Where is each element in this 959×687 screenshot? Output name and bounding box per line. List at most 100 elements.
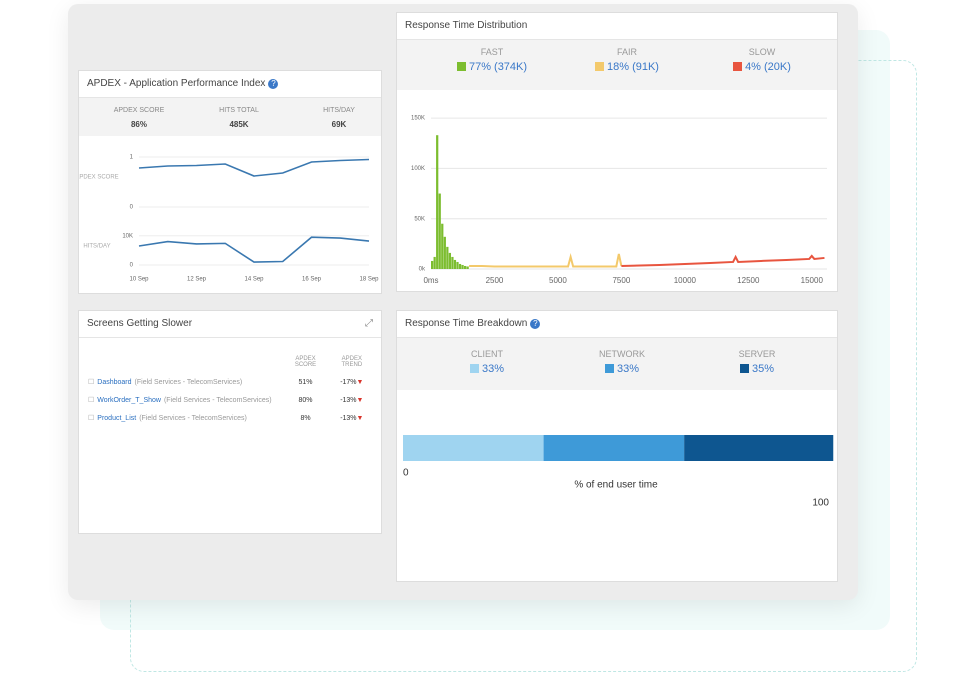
y-tick-label: 0 — [130, 263, 134, 269]
panel-title: APDEX - Application Performance Index — [87, 78, 266, 89]
legend-swatch — [595, 62, 604, 71]
apdex-panel: APDEX - Application Performance Index? A… — [78, 70, 382, 294]
stat-label: HITS TOTAL — [219, 107, 259, 114]
trend-value: -13% — [340, 414, 357, 422]
y-tick-label: 50K — [414, 216, 425, 222]
legend-share: 33% — [481, 363, 505, 375]
panel-header: Response Time Breakdown? — [397, 311, 837, 338]
distribution-line — [621, 254, 825, 267]
y-tick-label: 150K — [411, 116, 425, 122]
column-label: APDEX TREND — [341, 356, 363, 368]
legend-name: FAST — [480, 47, 504, 57]
stat-value: 86% — [130, 120, 147, 129]
score-cell: 51% — [298, 378, 313, 386]
y-tick-label: 100K — [411, 166, 425, 172]
x-tick-label: 12500 — [737, 276, 760, 285]
checkbox[interactable]: ☐ — [88, 415, 95, 422]
help-icon[interactable]: ? — [530, 319, 541, 329]
expand-icon[interactable]: ⤢ — [365, 318, 373, 329]
help-icon[interactable]: ? — [268, 79, 279, 89]
x-axis-label: % of end user time — [574, 480, 658, 491]
column-label: APDEX SCORE — [294, 356, 317, 368]
panel-title: Screens Getting Slower — [87, 318, 193, 329]
histogram-bar — [438, 193, 441, 269]
legend-share: 77% (374K) — [468, 61, 528, 73]
histogram-bar — [461, 264, 464, 269]
panel-title: Response Time Distribution — [405, 20, 528, 31]
histogram-bar — [464, 265, 467, 269]
x-tick-label: 14 Sep — [244, 277, 264, 283]
legend-swatch — [604, 364, 614, 373]
x-tick-label: 10000 — [674, 276, 697, 285]
trend-value: -17% — [340, 378, 357, 386]
breakdown-panel: Response Time Breakdown? CLIENT 33% NETWOR… — [396, 310, 838, 582]
histogram-bar — [456, 261, 459, 269]
checkbox[interactable]: ☐ — [88, 379, 95, 386]
legend-item: FAST 77% (374K) — [427, 47, 557, 73]
legend-item: CLIENT 33% — [417, 349, 557, 375]
screen-link[interactable]: WorkOrder_T_Show — [97, 397, 161, 404]
line — [138, 236, 370, 263]
checkbox[interactable]: ☐ — [88, 397, 95, 404]
stat: HITS/DAY 69K — [289, 107, 381, 129]
y-tick-label: 10K — [122, 233, 133, 239]
x-tick-label: 7500 — [612, 276, 630, 285]
name-cell: ☐ WorkOrder_T_Show (Field Services - Telec… — [85, 391, 282, 409]
screen-link[interactable]: Dashboard — [97, 379, 132, 386]
legend-share: 4% (20K) — [745, 61, 791, 73]
screens-panel: Screens Getting Slower ⤢ APDEX SCORE APDEX… — [78, 310, 382, 534]
x-tick-label: 15000 — [801, 276, 824, 285]
panel-header: APDEX - Application Performance Index? — [79, 71, 381, 98]
screen-link[interactable]: Product_List — [97, 415, 137, 422]
x-tick-label: 5000 — [549, 276, 567, 285]
stacked-segment — [543, 435, 685, 461]
legend-share: 18% (91K) — [607, 61, 659, 73]
legend-name: FAIR — [616, 47, 637, 57]
y-axis-label: APDEX SCORE — [79, 175, 119, 181]
trend-arrow: ▼ — [356, 414, 364, 422]
stat: APDEX SCORE 86% — [89, 107, 189, 129]
name-cell: ☐ Product_List (Field Services - TelecomSe… — [85, 409, 282, 427]
apdex-charts: APDEX SCORE 0 1 HITS/DAY 0 10K 10 Sep 12 Sep 14 … — [79, 155, 379, 283]
histogram-bar — [446, 246, 449, 269]
x-tick-label: 16 Sep — [302, 277, 322, 283]
histogram-bar — [441, 223, 444, 269]
histogram-bar — [436, 135, 439, 269]
header-cell: APDEX TREND — [329, 351, 375, 373]
legend-value: 18% (91K) — [562, 61, 692, 73]
legend-name: SLOW — [748, 47, 776, 57]
score-cell: 80% — [298, 396, 313, 404]
histogram-bar — [451, 256, 454, 269]
panel-header: Response Time Distribution — [397, 13, 837, 40]
stat-label: APDEX SCORE — [113, 107, 165, 114]
panel-title: Response Time Breakdown — [405, 318, 528, 329]
legend-item: SERVER 35% — [687, 349, 827, 375]
panel-header: Screens Getting Slower ⤢ — [79, 311, 381, 338]
legend-swatch — [456, 62, 466, 71]
x-tick-label: 18 Sep — [359, 277, 379, 283]
y-tick-label: 1 — [130, 155, 134, 161]
x-tick-label: 10 Sep — [129, 277, 149, 283]
y-axis-label: HITS/DAY — [83, 244, 110, 250]
x-tick-label: 100 — [812, 498, 829, 509]
histogram-bar — [448, 252, 452, 269]
distribution-panel: Response Time Distribution FAST 77% (374K… — [396, 12, 838, 292]
legend-share: 33% — [616, 363, 640, 375]
legend-value: 4% (20K) — [697, 61, 827, 73]
y-tick-label: 0k — [419, 267, 426, 273]
trend-cell: -13%▼ — [329, 409, 375, 427]
x-tick-label: 12 Sep — [187, 277, 207, 283]
screens-table: APDEX SCORE APDEX TREND ☐ Dashboard (Field S… — [85, 351, 375, 427]
legend-swatch — [733, 62, 743, 71]
trend-arrow: ▼ — [356, 378, 364, 386]
legend-value: 33% — [417, 363, 557, 375]
stacked-segment — [684, 435, 834, 461]
header-cell: APDEX SCORE — [282, 351, 328, 373]
stacked-segment — [403, 435, 544, 461]
table-row: ☐ WorkOrder_T_Show (Field Services - Telec… — [85, 391, 375, 409]
legend-name: CLIENT — [470, 349, 503, 359]
stat-label: HITS/DAY — [323, 107, 355, 114]
x-tick-label: 2500 — [486, 276, 504, 285]
legend-item: SLOW 4% (20K) — [697, 47, 827, 73]
